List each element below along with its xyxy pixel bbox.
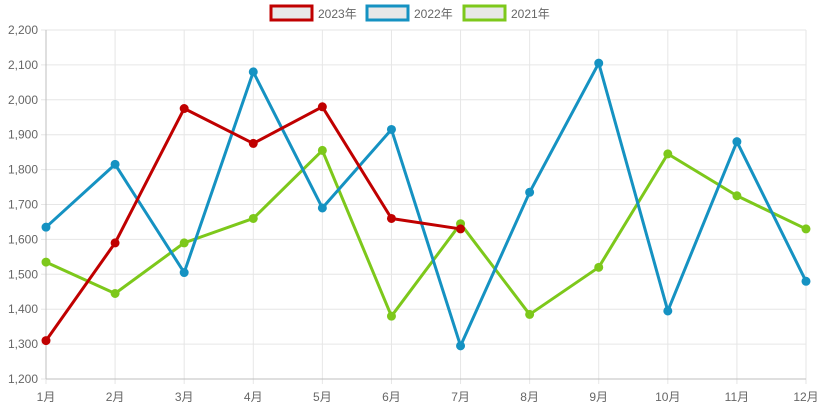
- data-point: [456, 224, 466, 234]
- data-point: [110, 238, 120, 248]
- x-tick-label: 6月: [382, 390, 401, 404]
- data-point: [317, 102, 327, 112]
- legend-label: 2022年: [414, 7, 453, 21]
- y-tick-label: 1,900: [8, 128, 38, 142]
- data-point: [248, 138, 258, 148]
- data-point: [732, 191, 742, 201]
- data-point: [594, 262, 604, 272]
- data-point: [317, 203, 327, 213]
- y-tick-label: 1,800: [8, 163, 38, 177]
- x-tick-label: 10月: [655, 390, 680, 404]
- legend-label: 2021年: [511, 7, 550, 21]
- y-tick-label: 1,300: [8, 337, 38, 351]
- data-point: [317, 145, 327, 155]
- data-point: [110, 288, 120, 298]
- y-tick-label: 2,100: [8, 58, 38, 72]
- y-tick-label: 1,700: [8, 198, 38, 212]
- x-tick-label: 11月: [725, 390, 749, 404]
- y-tick-label: 1,600: [8, 232, 38, 246]
- gridlines: [41, 29, 807, 384]
- data-point: [386, 213, 396, 223]
- data-point: [525, 309, 535, 319]
- x-tick-label: 9月: [589, 390, 608, 404]
- data-point: [663, 149, 673, 159]
- series-1: [41, 58, 811, 351]
- data-point: [248, 213, 258, 223]
- y-tick-label: 2,200: [8, 23, 38, 37]
- legend-swatch: [269, 4, 314, 22]
- x-tick-label: 2月: [106, 390, 125, 404]
- axes: 1,200 1,300 1,400 1,500 1,600 1,700 1,800 1,900…: [8, 23, 819, 404]
- x-tick-label: 3月: [175, 390, 194, 404]
- legend-label: 2023年: [318, 7, 357, 21]
- legend-swatch: [365, 4, 410, 22]
- data-point: [41, 257, 51, 267]
- x-tick-label: 1月: [37, 390, 56, 404]
- data-point: [594, 58, 604, 68]
- data-point: [663, 306, 673, 316]
- data-point: [801, 276, 811, 286]
- data-point: [41, 222, 51, 232]
- data-point: [386, 124, 396, 134]
- series-lines: [41, 58, 811, 351]
- data-point: [732, 137, 742, 147]
- data-point: [179, 104, 189, 114]
- data-point: [386, 311, 396, 321]
- legend: 2023年 2022年 2021年: [269, 4, 550, 22]
- data-point: [110, 159, 120, 169]
- data-point: [801, 224, 811, 234]
- y-tick-label: 1,200: [8, 372, 38, 386]
- series-line: [45, 148, 807, 318]
- y-tick-label: 1,500: [8, 267, 38, 281]
- x-tick-label: 12月: [793, 390, 818, 404]
- data-point: [179, 268, 189, 278]
- x-tick-label: 4月: [244, 390, 263, 404]
- x-tick-label: 8月: [520, 390, 539, 404]
- x-tick-label: 5月: [313, 390, 332, 404]
- legend-swatch: [462, 4, 507, 22]
- series-line: [44, 61, 808, 348]
- series-0: [41, 102, 466, 346]
- data-point: [456, 341, 466, 351]
- data-point: [179, 238, 189, 248]
- data-point: [41, 336, 51, 346]
- y-tick-label: 1,400: [8, 302, 38, 316]
- x-tick-label: 7月: [451, 390, 470, 404]
- data-point: [525, 187, 535, 197]
- data-point: [248, 67, 258, 77]
- y-tick-label: 2,000: [8, 93, 38, 107]
